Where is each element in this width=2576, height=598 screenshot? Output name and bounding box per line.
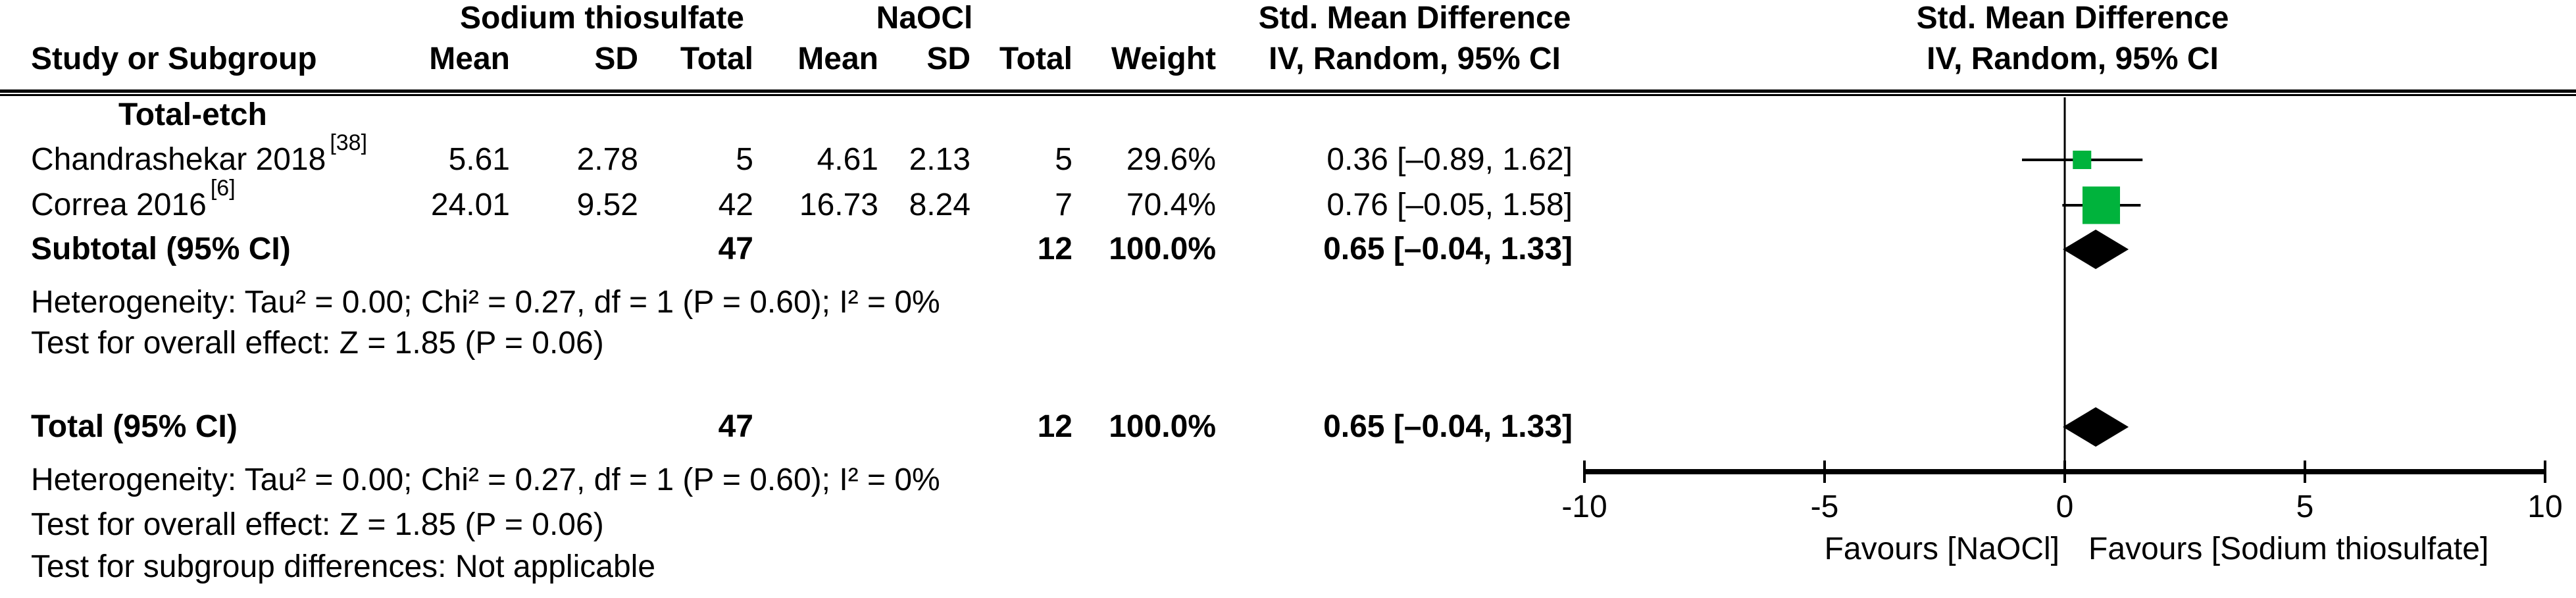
overall-effect-note: Test for overall effect: Z = 1.85 (P = 0…	[31, 326, 604, 361]
subgroup-difference-note: Test for subgroup differences: Not appli…	[31, 549, 656, 584]
control-mean-header: Mean	[797, 41, 878, 76]
axis-tick-label: -5	[1811, 489, 1839, 524]
effect-square	[2073, 151, 2092, 169]
column-header-row: Study or Subgroup Mean SD Total Mean SD …	[0, 41, 2576, 78]
citation-ref: [38]	[330, 130, 368, 155]
control-sd-header: SD	[926, 41, 971, 76]
study-column-header: Study or Subgroup	[31, 41, 317, 76]
subtotal-effect-ci: 0.65 [–0.04, 1.33]	[1323, 232, 1573, 266]
method-header-plot: IV, Random, 95% CI	[1927, 41, 2219, 76]
header-rule-top	[0, 89, 2576, 93]
total-treatment-total: 47	[718, 409, 753, 444]
treatment-total: 42	[718, 187, 753, 222]
total-effect-ci: 0.65 [–0.04, 1.33]	[1323, 409, 1573, 444]
subtotal-treatment-total: 47	[718, 232, 753, 266]
treatment-group-header: Sodium thiosulfate	[460, 1, 744, 36]
control-sd: 2.13	[909, 142, 971, 177]
subtotal-diamond	[2063, 230, 2129, 269]
effect-column-header: Std. Mean Difference	[1258, 1, 1571, 36]
subtotal-control-total: 12	[1037, 232, 1073, 266]
treatment-mean: 5.61	[448, 142, 510, 177]
treatment-total: 5	[736, 142, 753, 177]
treatment-total-header: Total	[680, 41, 753, 76]
effect-square	[2082, 186, 2120, 224]
heterogeneity-note: Heterogeneity: Tau² = 0.00; Chi² = 0.27,…	[31, 285, 940, 320]
total-diamond	[2063, 407, 2129, 447]
total-weight: 100.0%	[1109, 409, 1216, 444]
total-row: Total (95% CI) 47 12 100.0% 0.65 [–0.04,…	[0, 409, 2576, 445]
subgroup-label: Total-etch	[118, 97, 267, 132]
subtotal-weight: 100.0%	[1109, 232, 1216, 266]
axis-tick-label: 10	[2527, 489, 2562, 524]
treatment-mean: 24.01	[430, 187, 510, 222]
subtotal-label: Subtotal (95% CI)	[31, 232, 291, 266]
subgroup-row: Total-etch	[0, 97, 2576, 134]
axis-tick-label: 0	[2056, 489, 2074, 524]
study-name: Correa 2016 [6]	[31, 176, 236, 222]
study-name: Chandrashekar 2018 [38]	[31, 130, 368, 177]
control-mean: 4.61	[817, 142, 878, 177]
method-header-table: IV, Random, 95% CI	[1269, 41, 1561, 76]
weight-header: Weight	[1111, 41, 1216, 76]
study-row: Correa 2016 [6] 24.01 9.52 42 16.73 8.24 …	[0, 176, 2576, 224]
study-effect-ci: 0.76 [–0.05, 1.58]	[1326, 187, 1573, 222]
study-effect-ci: 0.36 [–0.89, 1.62]	[1326, 142, 1573, 177]
study-weight: 70.4%	[1126, 187, 1216, 222]
study-weight: 29.6%	[1126, 142, 1216, 177]
axis-tick-label: 5	[2296, 489, 2314, 524]
treatment-sd: 2.78	[576, 142, 638, 177]
plot-header-title: Std. Mean Difference	[1916, 1, 2229, 36]
overall-effect-note: Test for overall effect: Z = 1.85 (P = 0…	[31, 507, 604, 542]
control-total: 7	[1055, 187, 1073, 222]
citation-ref: [6]	[210, 176, 236, 201]
treatment-sd: 9.52	[576, 187, 638, 222]
total-label: Total (95% CI)	[31, 409, 238, 444]
favours-right-label: Favours [Sodium thiosulfate]	[2088, 532, 2488, 566]
treatment-sd-header: SD	[594, 41, 638, 76]
axis-tick-label: -10	[1561, 489, 1607, 524]
control-group-header: NaOCl	[876, 1, 973, 36]
favours-left-label: Favours [NaOCl]	[1825, 532, 2059, 566]
control-mean: 16.73	[799, 187, 878, 222]
control-sd: 8.24	[909, 187, 971, 222]
control-total: 5	[1055, 142, 1073, 177]
header-rule-bottom	[0, 94, 2576, 96]
subtotal-row: Subtotal (95% CI) 47 12 100.0% 0.65 [–0.…	[0, 231, 2576, 268]
control-total-header: Total	[999, 41, 1073, 76]
heterogeneity-note: Heterogeneity: Tau² = 0.00; Chi² = 0.27,…	[31, 462, 940, 497]
total-control-total: 12	[1037, 409, 1073, 444]
group-header-row: Sodium thiosulfate NaOCl Std. Mean Diffe…	[0, 0, 2576, 37]
study-row: Chandrashekar 2018 [38] 5.61 2.78 5 4.61 …	[0, 130, 2576, 178]
treatment-mean-header: Mean	[429, 41, 510, 76]
